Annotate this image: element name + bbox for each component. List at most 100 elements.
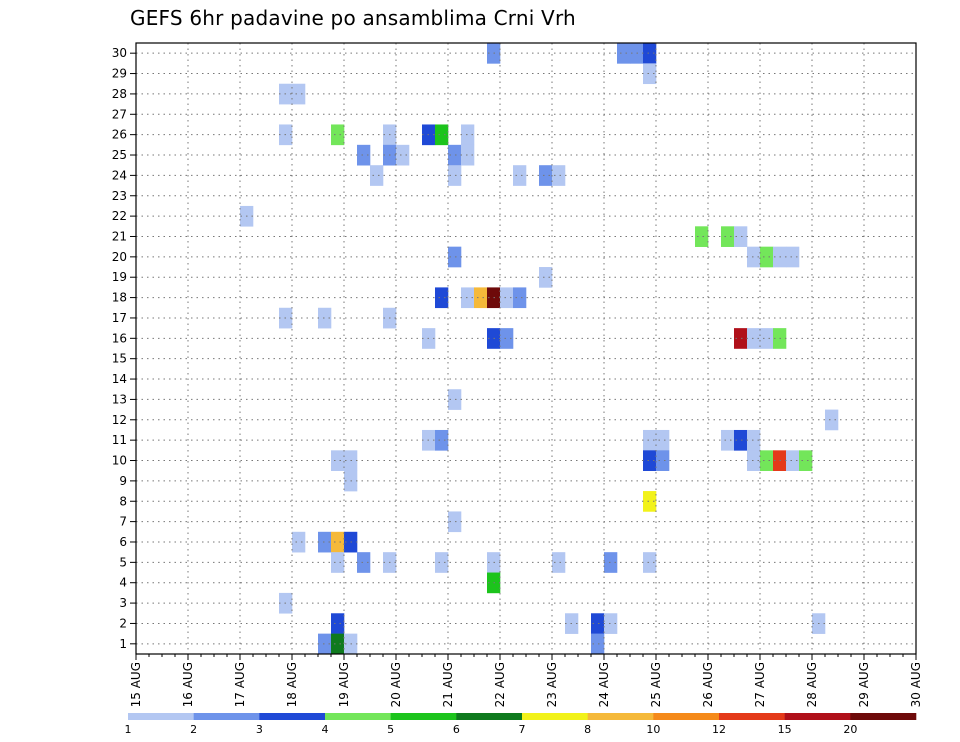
heatmap-cell [331,450,345,471]
heatmap-cell [643,450,657,471]
x-axis-ticks: 15 AUG 16 AUG 17 AUG 18 AUG 19 AUG 20 AUG 21 A… [129,654,923,707]
legend-swatch [522,713,588,720]
heatmap-cell [734,328,748,349]
legend-swatch [784,713,851,720]
y-tick-label: 10 [112,454,127,468]
heatmap-cells [240,43,839,655]
x-tick-label: 27 AUG [753,662,767,707]
y-tick-label: 16 [112,331,127,345]
x-tick-label: 16 AUG [181,662,195,707]
heatmap-cell [539,267,553,288]
heatmap-cell [747,429,761,451]
heatmap-cell [747,328,761,349]
legend-label: 8 [584,723,591,736]
y-tick-label: 9 [119,474,127,488]
y-tick-label: 15 [112,352,127,366]
y-tick-label: 25 [112,148,127,162]
y-tick-label: 26 [112,128,127,142]
heatmap-cell [695,226,709,247]
heatmap-cell [734,429,748,451]
legend-label: 5 [387,723,394,736]
x-tick-label: 26 AUG [701,662,715,707]
legend-swatch [259,713,326,720]
heatmap-cell [318,633,332,655]
heatmap-cell [825,409,839,431]
y-tick-label: 23 [112,189,127,203]
heatmap-cell [760,328,774,349]
heatmap-cell [292,531,306,553]
heatmap-cell [747,450,761,471]
heatmap-cell [734,226,748,247]
x-tick-label: 24 AUG [597,662,611,707]
legend-swatch [193,713,260,720]
heatmap-cell [331,633,345,655]
heatmap-cell [331,531,345,553]
y-tick-label: 28 [112,87,127,101]
y-tick-label: 7 [119,515,127,529]
y-tick-label: 29 [112,67,127,81]
legend-label: 15 [778,723,792,736]
heatmap-cell [721,429,735,451]
heatmap-cell [747,246,761,268]
x-tick-label: 21 AUG [441,662,455,707]
heatmap-cell [318,307,332,329]
legend-swatch [587,713,654,720]
heatmap-cell [370,165,384,186]
heatmap-cell [474,287,488,309]
heatmap-cell [331,124,345,146]
y-tick-label: 6 [119,535,127,549]
heatmap-cell [500,328,514,349]
x-tick-label: 23 AUG [545,662,559,707]
legend-label: 7 [519,723,526,736]
heatmap-cell [552,552,566,573]
heatmap-cell [318,531,332,553]
y-tick-label: 30 [112,46,127,60]
y-tick-label: 1 [119,637,127,651]
y-tick-label: 8 [119,494,127,508]
heatmap-cell [357,552,371,573]
legend-swatch [653,713,720,720]
heatmap-cell [760,450,774,471]
heatmap-cell [591,613,605,634]
legend-swatch [456,713,523,720]
heatmap-cell [799,450,813,471]
x-tick-label: 28 AUG [805,662,819,707]
heatmap-cell [357,144,371,166]
heatmap-cell [448,165,462,186]
y-tick-label: 14 [112,372,127,386]
legend-swatch [719,713,785,720]
y-tick-label: 24 [112,168,127,182]
heatmap-cell [331,552,345,573]
heatmap-cell [435,429,449,451]
x-tick-label: 18 AUG [285,662,299,707]
y-tick-label: 21 [112,229,127,243]
y-tick-label: 19 [112,270,127,284]
y-tick-label: 5 [119,555,127,569]
heatmap-cell [643,43,657,64]
x-tick-label: 22 AUG [493,662,507,707]
x-tick-label: 25 AUG [649,662,663,707]
grid-lines [136,43,916,654]
x-tick-label: 20 AUG [389,662,403,707]
y-tick-label: 2 [119,616,127,630]
x-tick-label: 15 AUG [129,662,143,707]
legend-label: 10 [646,723,660,736]
heatmap-cell [396,144,410,166]
x-tick-label: 17 AUG [233,662,247,707]
y-tick-label: 22 [112,209,127,223]
legend-swatch [850,713,917,720]
heatmap-cell [721,226,735,247]
heatmap-cell [552,165,566,186]
x-tick-label: 19 AUG [337,662,351,707]
legend-label: 3 [256,723,263,736]
heatmap-cell [513,165,527,186]
heatmap-cell [643,63,657,85]
heatmap-cell [435,124,449,146]
legend-swatch [128,713,194,720]
y-tick-label: 3 [119,596,127,610]
heatmap-cell [500,287,514,309]
heatmap-cell [331,613,345,634]
heatmap-cell [643,552,657,573]
heatmap-cell [617,43,631,64]
y-tick-label: 17 [112,311,127,325]
